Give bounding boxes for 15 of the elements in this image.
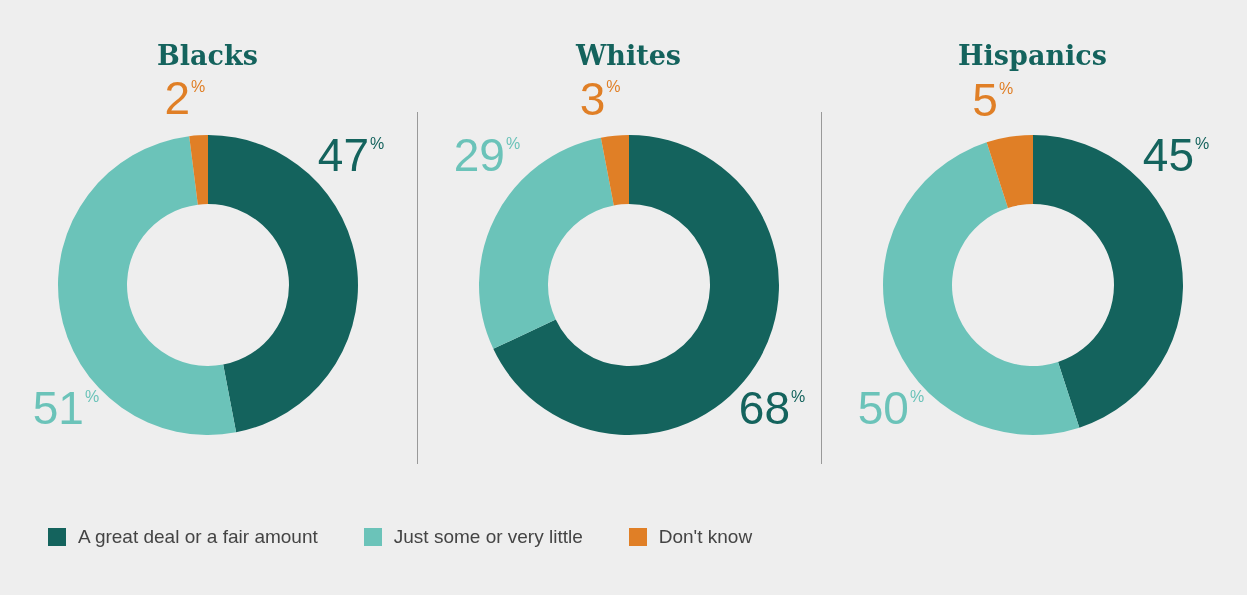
data-label: 29% — [453, 129, 521, 182]
data-label: 51% — [32, 382, 100, 435]
chart-title: Blacks — [156, 40, 259, 71]
data-label: 3% — [579, 72, 621, 125]
chart-title: Whites — [574, 40, 683, 71]
legend-label: A great deal or a fair amount — [78, 526, 318, 548]
data-label: 50% — [857, 382, 925, 435]
data-label: 47% — [317, 129, 385, 182]
data-label: 5% — [972, 73, 1014, 126]
chart-title: Hispanics — [957, 40, 1108, 71]
legend-label: Just some or very little — [393, 526, 583, 548]
data-label: 68% — [738, 382, 806, 435]
data-label: 2% — [164, 72, 206, 125]
legend-label: Don't know — [658, 526, 753, 548]
data-label: 45% — [1142, 129, 1210, 182]
